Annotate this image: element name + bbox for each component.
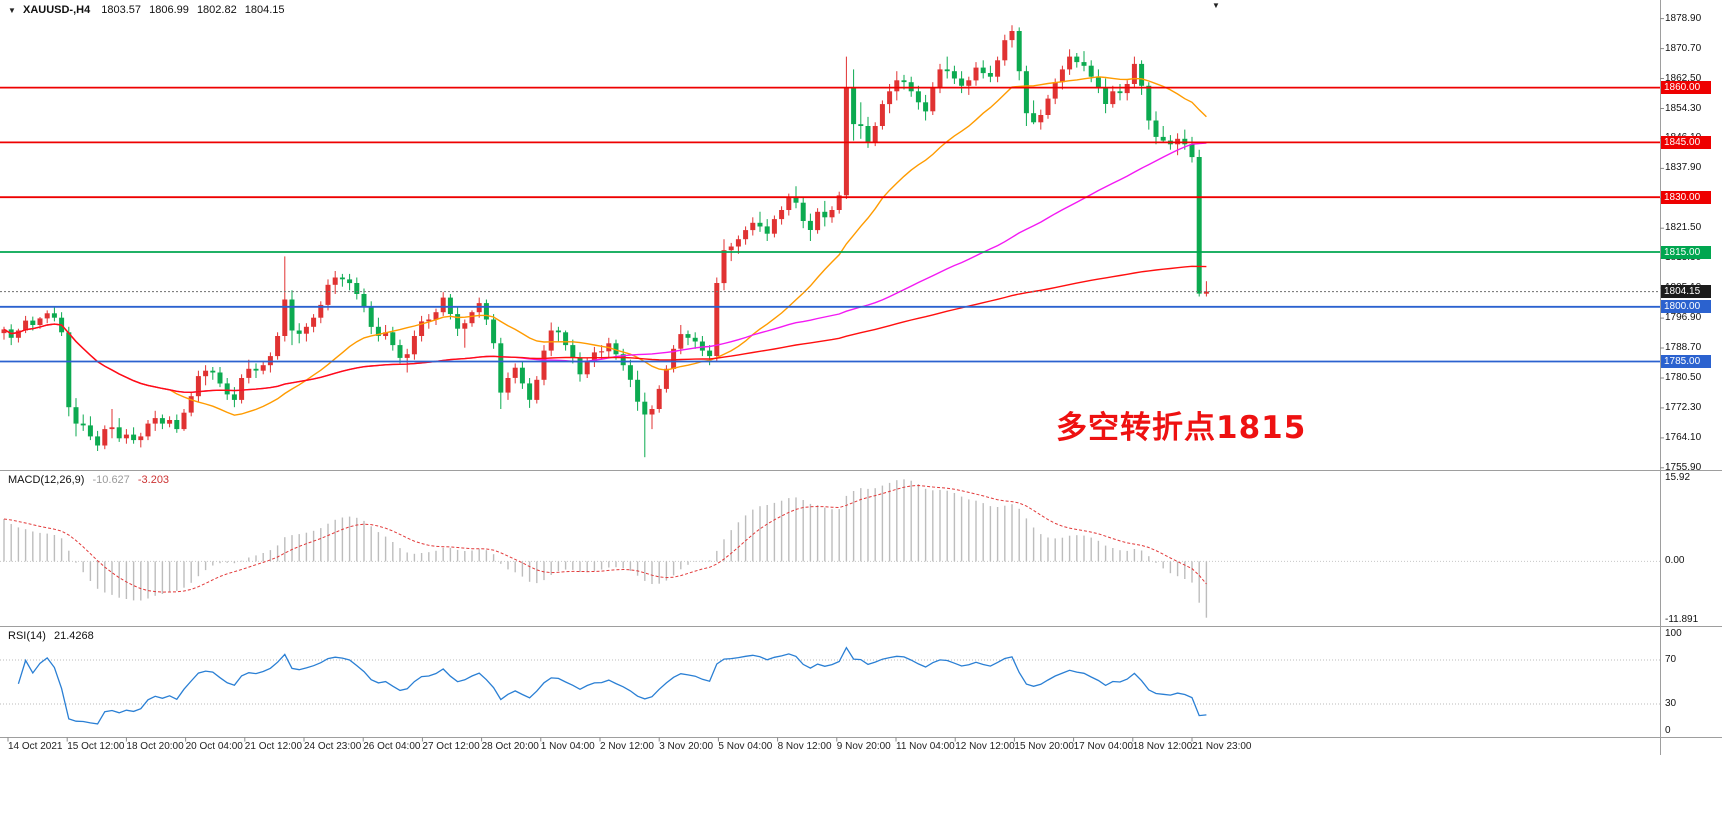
time-axis-label: 1 Nov 04:00 <box>540 741 595 752</box>
rsi-indicator-label: RSI(14) <box>8 630 46 642</box>
time-axis-label: 2 Nov 12:00 <box>600 741 654 752</box>
macd-main-value: -10.627 <box>92 474 130 486</box>
rsi-label-row: RSI(14) 21.4268 <box>8 630 99 642</box>
hline-price-badge[interactable]: 1785.00 <box>1661 355 1711 368</box>
rsi-layer <box>0 646 1660 725</box>
time-axis-label: 21 Nov 23:00 <box>1192 741 1252 752</box>
time-axis-label: 3 Nov 20:00 <box>659 741 714 752</box>
hline-price-badge[interactable]: 1845.00 <box>1661 135 1711 149</box>
macd-label-row: MACD(12,26,9) -10.627 -3.203 <box>8 474 169 486</box>
scroll-end-icon[interactable]: ▼ <box>1212 1 1220 10</box>
ohlc-high: 1806.99 <box>149 4 189 16</box>
candles-layer <box>1 25 1209 458</box>
hline-price-badge[interactable]: 1815.00 <box>1661 245 1711 259</box>
price-axis-tick-label: 1796.90 <box>1665 312 1702 324</box>
price-axis-tick-label: 1788.70 <box>1665 342 1702 353</box>
macd-indicator-label: MACD(12,26,9) <box>8 474 85 486</box>
rsi-axis-label: 0 <box>1665 725 1671 736</box>
time-axis-label: 15 Nov 20:00 <box>1014 741 1074 752</box>
time-axis-label: 9 Nov 20:00 <box>836 741 891 752</box>
hline-price-badge[interactable]: 1800.00 <box>1661 300 1711 314</box>
price-axis-tick-label: 1862.50 <box>1665 72 1702 84</box>
time-axis-label: 26 Oct 04:00 <box>363 741 421 752</box>
ohlc-low: 1802.82 <box>196 4 237 16</box>
time-axis-label: 28 Oct 20:00 <box>481 741 539 752</box>
bid-price-badge: 1804.15 <box>1661 285 1711 299</box>
price-axis-tick-label: 1780.50 <box>1665 372 1702 383</box>
macd-axis-label: 0.00 <box>1665 555 1685 567</box>
macd-axis-label: -11.891 <box>1665 614 1699 625</box>
hline-price-badge[interactable]: 1830.00 <box>1661 190 1711 204</box>
time-axis-label: 24 Oct 23:00 <box>304 741 362 752</box>
macd-layer <box>0 479 1660 618</box>
ohlc-open: 1803.57 <box>101 4 142 16</box>
macd-signal-value: -3.203 <box>137 474 170 486</box>
ohlc-close: 1804.15 <box>244 4 285 16</box>
price-axis-tick-label: 1821.50 <box>1665 222 1702 234</box>
price-axis-tick-label: 1870.70 <box>1665 42 1702 54</box>
time-axis-label: 17 Nov 04:00 <box>1073 741 1134 752</box>
hlines-layer <box>0 86 1660 363</box>
time-axis-label: 21 Oct 12:00 <box>244 741 303 752</box>
time-axis-label: 18 Nov 12:00 <box>1132 741 1193 752</box>
time-axis-label: 27 Oct 12:00 <box>422 741 480 752</box>
rsi-value: 21.4268 <box>53 630 94 642</box>
macd-axis-label: 15.92 <box>1665 472 1691 483</box>
rsi-axis-label: 30 <box>1665 698 1677 709</box>
symbol-timeframe-label: XAUUSD-,H4 <box>22 4 91 16</box>
price-axis-tick-label: 1837.90 <box>1665 162 1702 174</box>
price-axis-tick-label: 1878.90 <box>1665 12 1702 24</box>
price-axis-tick-label: 1772.30 <box>1665 401 1702 413</box>
price-axis-tick-label: 1755.90 <box>1665 461 1702 473</box>
hline-price-badge[interactable]: 1860.00 <box>1661 81 1711 95</box>
chart-menu-icon[interactable]: ▼ <box>8 5 16 15</box>
rsi-axis-label: 100 <box>1665 628 1682 639</box>
chart-header: ▼ XAUUSD-,H4 1803.57 1806.99 1802.82 180… <box>8 4 290 16</box>
rsi-axis-label: 70 <box>1665 654 1677 665</box>
time-axis-label: 12 Nov 12:00 <box>955 741 1015 752</box>
time-axis-label: 5 Nov 04:00 <box>718 741 773 752</box>
time-axis-label: 11 Nov 04:00 <box>896 741 955 752</box>
axis-tick-marks <box>7 18 1664 742</box>
time-axis-label: 18 Oct 20:00 <box>126 741 184 752</box>
annotation-text: 多空转折点1815 <box>1056 410 1307 446</box>
time-axis-label: 20 Oct 04:00 <box>185 741 243 752</box>
time-axis-label: 14 Oct 2021 <box>8 741 63 752</box>
price-axis-tick-label: 1764.10 <box>1665 431 1702 443</box>
moving-averages-layer <box>3 76 1207 416</box>
time-axis-label: 8 Nov 12:00 <box>777 741 832 752</box>
price-axis-tick-label: 1854.30 <box>1665 102 1702 114</box>
time-axis-label: 15 Oct 12:00 <box>67 741 125 752</box>
